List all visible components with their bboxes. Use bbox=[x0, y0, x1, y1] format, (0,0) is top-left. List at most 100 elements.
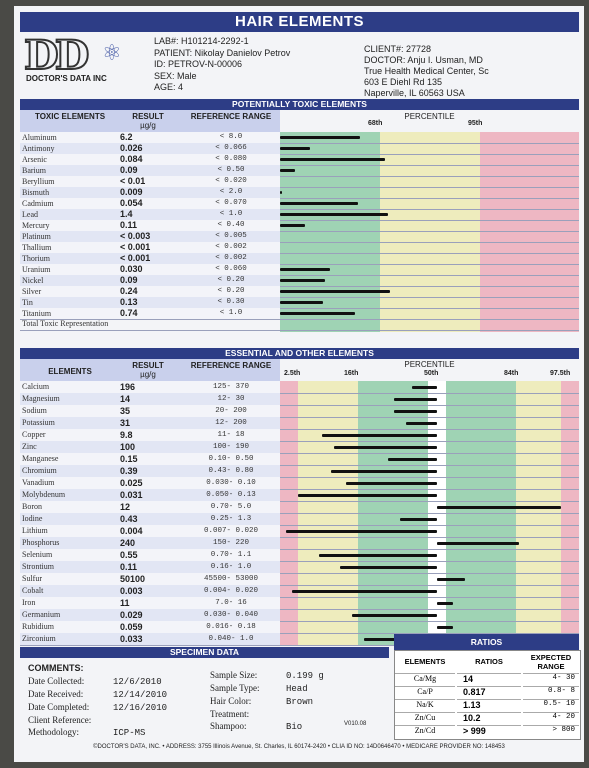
reference-range: 100- 190 bbox=[212, 443, 249, 451]
essential-row: Iodine 0.43 0.25- 1.3 bbox=[20, 513, 579, 526]
reference-range: < 0.060 bbox=[215, 265, 247, 273]
result-bar bbox=[437, 578, 465, 581]
element-name: Titanium bbox=[22, 309, 52, 318]
element-name: Zirconium bbox=[22, 634, 56, 643]
element-result: 0.11 bbox=[120, 562, 138, 572]
row-bg bbox=[20, 220, 280, 231]
row-bg bbox=[20, 417, 280, 429]
result-bar bbox=[437, 626, 453, 629]
row-bg bbox=[20, 561, 280, 573]
element-name: Barium bbox=[22, 166, 46, 175]
essential-row: Zirconium 0.033 0.040- 1.0 bbox=[20, 633, 579, 646]
element-result: 0.026 bbox=[120, 143, 143, 153]
element-result: 0.084 bbox=[120, 154, 143, 164]
toxic-col-element: TOXIC ELEMENTS bbox=[34, 112, 106, 121]
row-bg bbox=[20, 489, 280, 501]
reference-range: < 0.080 bbox=[215, 155, 247, 163]
reference-range: 11- 18 bbox=[217, 431, 245, 439]
element-result: 0.24 bbox=[120, 286, 138, 296]
result-bar bbox=[437, 542, 519, 545]
toxic-header: TOXIC ELEMENTS RESULT µg/g REFERENCE RANG… bbox=[20, 110, 579, 132]
toxic-section-title: POTENTIALLY TOXIC ELEMENTS bbox=[20, 99, 579, 110]
element-result: 50100 bbox=[120, 574, 146, 584]
element-name: Lithium bbox=[22, 526, 48, 535]
row-bg bbox=[20, 132, 280, 143]
logo-mark: DD bbox=[23, 32, 90, 79]
element-result: 14 bbox=[120, 394, 131, 404]
essential-section-title: ESSENTIAL AND OTHER ELEMENTS bbox=[20, 348, 579, 359]
result-bar bbox=[280, 136, 360, 139]
element-name: Sodium bbox=[22, 406, 47, 415]
row-bg bbox=[20, 253, 280, 264]
reference-range: < 0.002 bbox=[215, 254, 247, 262]
reference-range: 0.70- 1.1 bbox=[210, 551, 252, 559]
reference-range: 0.040- 1.0 bbox=[208, 635, 254, 643]
element-name: Thorium bbox=[22, 254, 50, 263]
ess-percentile-header: PERCENTILE 2.5th 16th 50th 84th 97.5th bbox=[280, 359, 579, 381]
essential-row: Boron 12 0.70- 5.0 bbox=[20, 501, 579, 514]
logo-brand: DOCTOR'S DATA INC bbox=[26, 74, 107, 83]
toxic-row: Bismuth 0.009 < 2.0 bbox=[20, 187, 579, 199]
result-bar bbox=[346, 482, 437, 485]
element-result: 1.4 bbox=[120, 209, 133, 219]
doctor-name: DOCTOR: Anju I. Usman, MD bbox=[364, 55, 483, 65]
essential-row: Vanadium 0.025 0.030- 0.10 bbox=[20, 477, 579, 490]
row-bg bbox=[20, 381, 280, 393]
row-bg bbox=[20, 143, 280, 154]
row-bg bbox=[20, 393, 280, 405]
result-bar bbox=[437, 602, 453, 605]
element-result: 35 bbox=[120, 406, 131, 416]
reference-range: < 1.0 bbox=[219, 210, 243, 218]
row-bg bbox=[20, 308, 280, 319]
toxic-row: Tin 0.13 < 0.30 bbox=[20, 297, 579, 309]
element-name: Bismuth bbox=[22, 188, 50, 197]
client-city: Naperville, IL 60563 USA bbox=[364, 88, 465, 98]
toxic-row: Uranium 0.030 < 0.060 bbox=[20, 264, 579, 276]
toxic-row: Lead 1.4 < 1.0 bbox=[20, 209, 579, 221]
row-bg bbox=[20, 441, 280, 453]
toxic-row: Arsenic 0.084 < 0.080 bbox=[20, 154, 579, 166]
result-bar bbox=[331, 470, 437, 473]
result-bar bbox=[319, 554, 437, 557]
ratio-element: Zn/Cd bbox=[395, 725, 455, 738]
result-bar bbox=[394, 410, 437, 413]
reference-range: 0.016- 0.18 bbox=[206, 623, 256, 631]
element-result: 0.033 bbox=[120, 634, 143, 644]
element-name: Nickel bbox=[22, 276, 44, 285]
essential-row: Sodium 35 20- 200 bbox=[20, 405, 579, 418]
row-bg bbox=[20, 465, 280, 477]
element-result: 31 bbox=[120, 418, 131, 428]
element-name: Phosphorus bbox=[22, 538, 60, 547]
essential-row: Strontium 0.11 0.16- 1.0 bbox=[20, 561, 579, 574]
reference-range: 12- 30 bbox=[217, 395, 245, 403]
ess-col-range: REFERENCE RANGE bbox=[190, 361, 272, 370]
reference-range: < 1.0 bbox=[219, 309, 243, 317]
essential-row: Cobalt 0.003 0.004- 0.020 bbox=[20, 585, 579, 598]
toxic-row: Cadmium 0.054 < 0.070 bbox=[20, 198, 579, 210]
element-result: 12 bbox=[120, 502, 131, 512]
ratios-table: ELEMENTS RATIOS EXPECTED RANGE Ca/Mg 14 4-… bbox=[394, 650, 581, 740]
row-bg bbox=[20, 286, 280, 297]
toxic-col-result: RESULT µg/g bbox=[132, 112, 164, 130]
ratio-value: 1.13 bbox=[457, 699, 521, 711]
result-bar bbox=[280, 279, 325, 282]
result-bar bbox=[388, 458, 437, 461]
element-name: Aluminum bbox=[22, 133, 57, 142]
essential-row: Germanium 0.029 0.030- 0.040 bbox=[20, 609, 579, 622]
element-result: 100 bbox=[120, 442, 136, 452]
element-name: Chromium bbox=[22, 466, 57, 475]
ratio-value: 10.2 bbox=[457, 712, 521, 724]
toxic-row: Titanium 0.74 < 1.0 bbox=[20, 308, 579, 320]
specimen-title: SPECIMEN DATA bbox=[20, 647, 389, 658]
reference-range: 0.007- 0.020 bbox=[203, 527, 258, 535]
reference-range: 20- 200 bbox=[215, 407, 247, 415]
reference-range: 0.030- 0.10 bbox=[206, 479, 256, 487]
ess-col-result: RESULT µg/g bbox=[132, 361, 164, 379]
element-name: Calcium bbox=[22, 382, 50, 391]
result-bar bbox=[334, 446, 437, 449]
essential-row: Zinc 100 100- 190 bbox=[20, 441, 579, 454]
toxic-row: Antimony 0.026 < 0.066 bbox=[20, 143, 579, 155]
essential-row: Molybdenum 0.031 0.050- 0.13 bbox=[20, 489, 579, 502]
element-result: 0.43 bbox=[120, 514, 138, 524]
row-bg bbox=[20, 597, 280, 609]
